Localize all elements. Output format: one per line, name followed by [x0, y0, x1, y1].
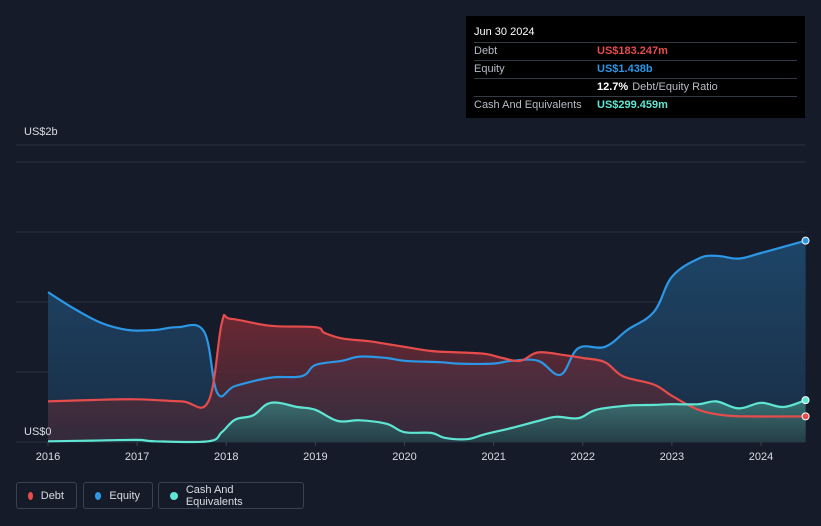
equity-line — [47, 239, 806, 398]
y-tick-label: US$2b — [24, 126, 58, 138]
tooltip-row-equity: Equity US$1.438b — [474, 60, 797, 78]
x-tick-label: 2022 — [571, 451, 595, 463]
series-endpoints — [801, 236, 810, 421]
x-tick-label: 2020 — [392, 451, 416, 463]
equity-dot-icon — [95, 491, 102, 500]
tooltip-date: Jun 30 2024 — [474, 26, 535, 38]
tooltip-debt-label: Debt — [474, 45, 498, 57]
tooltip: Jun 30 2024 Debt US$183.247m Equity US$1… — [466, 16, 805, 118]
tooltip-cash-value: US$299.459m — [597, 99, 668, 111]
legend-cash[interactable]: Cash And Equivalents — [158, 482, 304, 509]
tooltip-row-ratio: 12.7% Debt/Equity Ratio — [474, 78, 797, 96]
x-tick-label: 2021 — [481, 451, 505, 463]
cash-dot-icon — [170, 491, 178, 500]
y-tick-label: US$0 — [24, 426, 52, 438]
legend-debt-label: Debt — [40, 489, 64, 502]
tooltip-equity-value: US$1.438b — [597, 63, 653, 75]
equity-endpoint — [801, 236, 810, 245]
x-tick-label: 2023 — [660, 451, 684, 463]
y-axis: US$0 US$2b — [24, 126, 58, 438]
legend-equity-label: Equity — [109, 489, 140, 502]
tooltip-row-cash: Cash And Equivalents US$299.459m — [474, 96, 797, 114]
debt-line — [47, 313, 806, 418]
x-axis: 2016 2017 2018 2019 2020 2021 2022 2023 2024 — [36, 442, 773, 463]
tooltip-equity-label: Equity — [474, 63, 505, 75]
tooltip-ratio-note: Debt/Equity Ratio — [632, 81, 718, 93]
tooltip-ratio-value: 12.7% — [597, 81, 629, 93]
debt-dot-icon — [28, 491, 33, 500]
tooltip-row-debt: Debt US$183.247m — [474, 42, 797, 60]
legend-debt[interactable]: Debt — [16, 482, 77, 509]
series-areas — [48, 240, 806, 443]
x-tick-label: 2018 — [214, 451, 238, 463]
tooltip-cash-label: Cash And Equivalents — [474, 99, 582, 111]
tooltip-debt-value: US$183.247m — [597, 45, 668, 57]
legend-equity[interactable]: Equity — [83, 482, 153, 509]
x-tick-label: 2019 — [303, 451, 327, 463]
cash-area — [48, 400, 806, 443]
x-tick-label: 2024 — [749, 451, 773, 463]
x-tick-label: 2017 — [125, 451, 149, 463]
legend-cash-label: Cash And Equivalents — [185, 483, 243, 508]
series-lines — [47, 239, 806, 444]
cash-endpoint — [801, 396, 810, 405]
cash-line — [47, 399, 806, 444]
tooltip-ratio-label — [474, 79, 597, 96]
debt-endpoint — [801, 412, 810, 421]
x-tick-label: 2016 — [36, 451, 60, 463]
